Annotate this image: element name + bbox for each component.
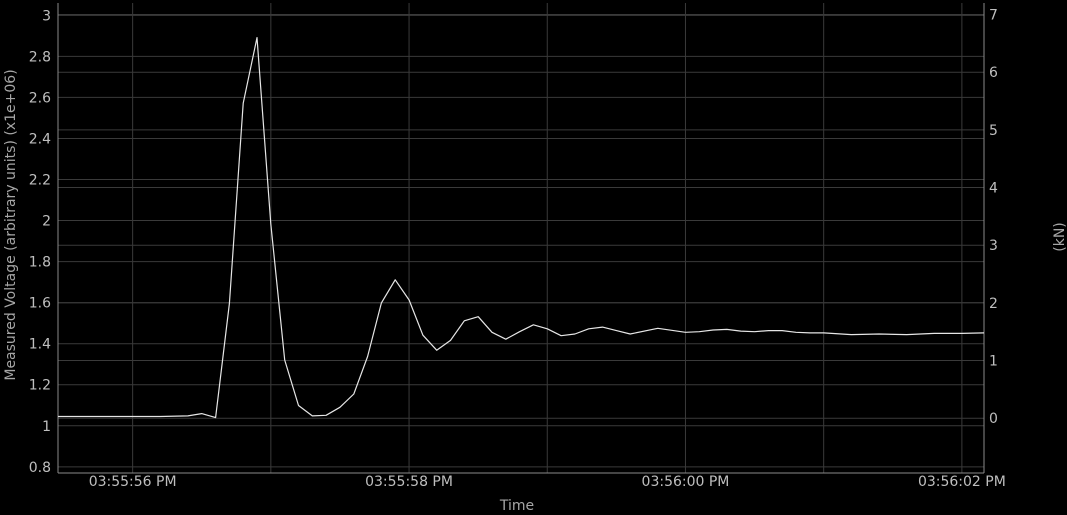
y-tick-label: 2 — [42, 214, 51, 230]
y-tick-label: 1.2 — [29, 378, 51, 394]
y2-tick-label: 5 — [989, 123, 998, 139]
y-tick-label: 1.6 — [29, 296, 51, 312]
y2-tick-label: 3 — [989, 238, 998, 254]
y-axis-label: Measured Voltage (arbitrary units) (x1e+… — [3, 69, 19, 380]
y2-tick-label: 0 — [989, 411, 998, 427]
y-tick-label: 2.2 — [29, 173, 51, 189]
grid — [58, 3, 984, 473]
x-tick-label: 03:56:02 PM — [918, 474, 1006, 490]
y2-tick-label: 7 — [989, 8, 998, 24]
y-tick-label: 1.4 — [29, 337, 51, 353]
axes — [57, 3, 985, 474]
y2-tick-label: 4 — [989, 181, 998, 197]
tick-labels: 0.8 1 1.2 1.4 1.6 1.8 2 2.2 2.4 2.6 2.8 3 0 1 2 3 4 5 6 7 03… — [29, 8, 1006, 490]
x-tick-label: 03:55:58 PM — [365, 474, 453, 490]
x-tick-label: 03:56:00 PM — [642, 474, 730, 490]
y2-tick-label: 1 — [989, 354, 998, 370]
y-tick-label: 3 — [42, 8, 51, 24]
plot-area — [58, 36, 985, 419]
y-tick-label: 2.8 — [29, 49, 51, 65]
y-tick-label: 0.8 — [29, 460, 51, 476]
y-tick-label: 2.4 — [29, 131, 51, 147]
y-tick-label: 1.8 — [29, 255, 51, 271]
series-line — [58, 36, 985, 419]
y2-tick-label: 2 — [989, 296, 998, 312]
x-tick-label: 03:55:56 PM — [89, 474, 177, 490]
y2-tick-label: 6 — [989, 65, 998, 81]
y-tick-label: 1 — [42, 419, 51, 435]
y2-axis-label: (kN) — [1052, 222, 1067, 252]
x-axis-label: Time — [499, 498, 534, 514]
y-tick-label: 2.6 — [29, 90, 51, 106]
